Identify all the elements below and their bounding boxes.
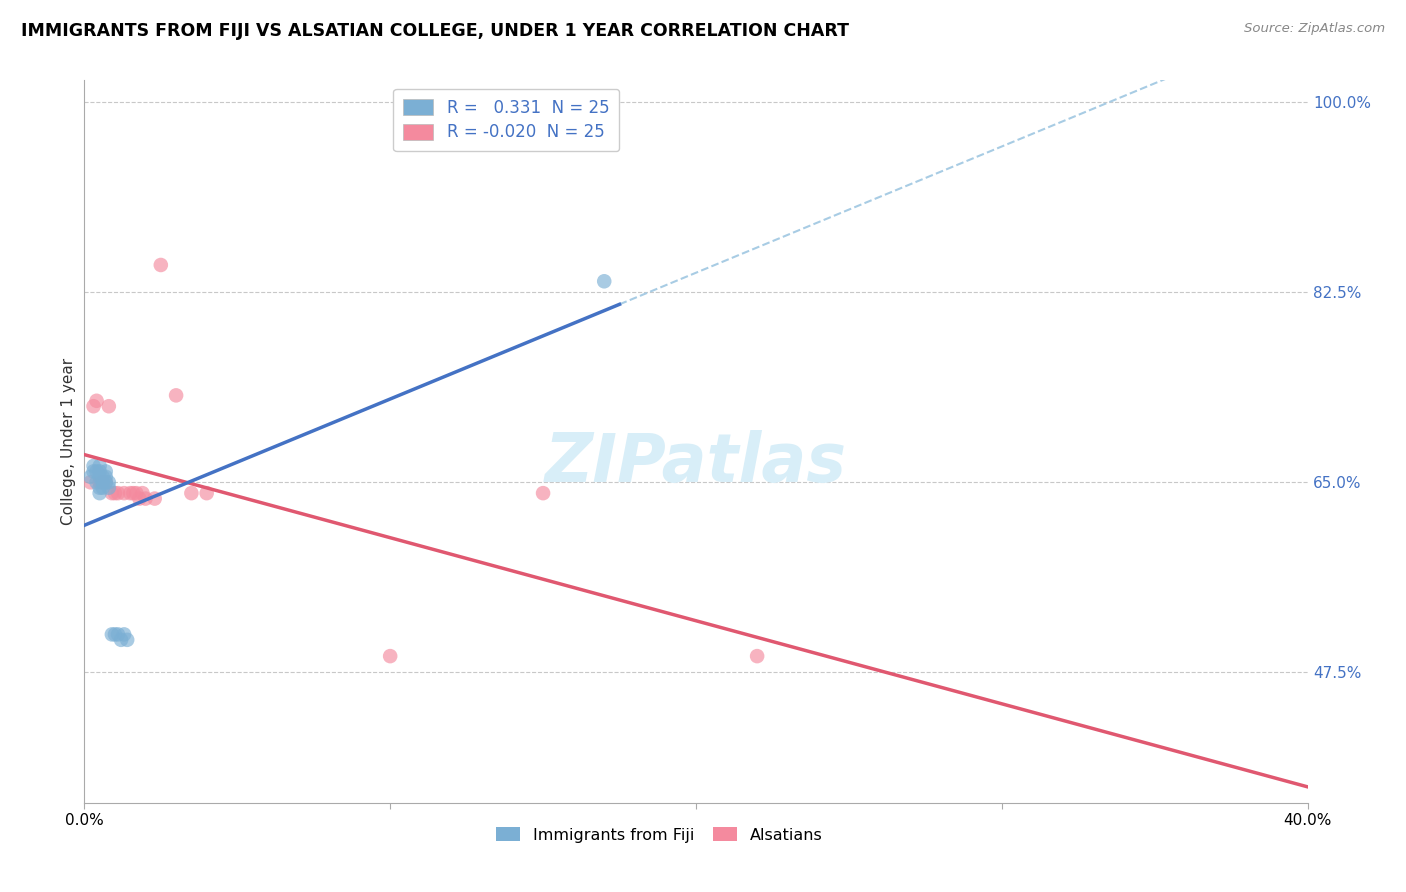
Point — [89, 470, 111, 484]
Point — [94, 470, 117, 484]
Point — [180, 486, 202, 500]
Point — [101, 486, 124, 500]
Point — [122, 486, 145, 500]
Point — [86, 464, 108, 478]
Point — [128, 491, 150, 506]
Point — [104, 486, 127, 500]
Point — [97, 475, 120, 490]
Y-axis label: College, Under 1 year: College, Under 1 year — [60, 358, 76, 525]
Point — [120, 486, 142, 500]
Point — [104, 627, 127, 641]
Point — [195, 486, 218, 500]
Point — [83, 399, 105, 413]
Point — [107, 486, 129, 500]
Point — [101, 627, 124, 641]
Point — [593, 274, 616, 288]
Point — [94, 475, 117, 490]
Point — [79, 475, 101, 490]
Point — [115, 632, 138, 647]
Point — [97, 399, 120, 413]
Point — [89, 475, 111, 490]
Point — [94, 464, 117, 478]
Point — [89, 486, 111, 500]
Point — [91, 475, 114, 490]
Point — [86, 393, 108, 408]
Point — [747, 649, 769, 664]
Point — [91, 481, 114, 495]
Point — [91, 475, 114, 490]
Point — [112, 627, 135, 641]
Point — [86, 475, 108, 490]
Point — [143, 491, 166, 506]
Point — [89, 458, 111, 473]
Point — [94, 475, 117, 490]
Point — [107, 627, 129, 641]
Point — [83, 464, 105, 478]
Point — [89, 464, 111, 478]
Point — [97, 481, 120, 495]
Point — [89, 481, 111, 495]
Point — [79, 470, 101, 484]
Point — [135, 491, 157, 506]
Text: Source: ZipAtlas.com: Source: ZipAtlas.com — [1244, 22, 1385, 36]
Point — [110, 632, 132, 647]
Point — [165, 388, 187, 402]
Point — [380, 649, 402, 664]
Text: ZIPatlas: ZIPatlas — [546, 430, 846, 496]
Point — [83, 458, 105, 473]
Legend: Immigrants from Fiji, Alsatians: Immigrants from Fiji, Alsatians — [489, 821, 830, 849]
Text: IMMIGRANTS FROM FIJI VS ALSATIAN COLLEGE, UNDER 1 YEAR CORRELATION CHART: IMMIGRANTS FROM FIJI VS ALSATIAN COLLEGE… — [21, 22, 849, 40]
Point — [112, 486, 135, 500]
Point — [531, 486, 554, 500]
Point — [131, 486, 153, 500]
Point — [91, 470, 114, 484]
Point — [149, 258, 172, 272]
Point — [125, 486, 148, 500]
